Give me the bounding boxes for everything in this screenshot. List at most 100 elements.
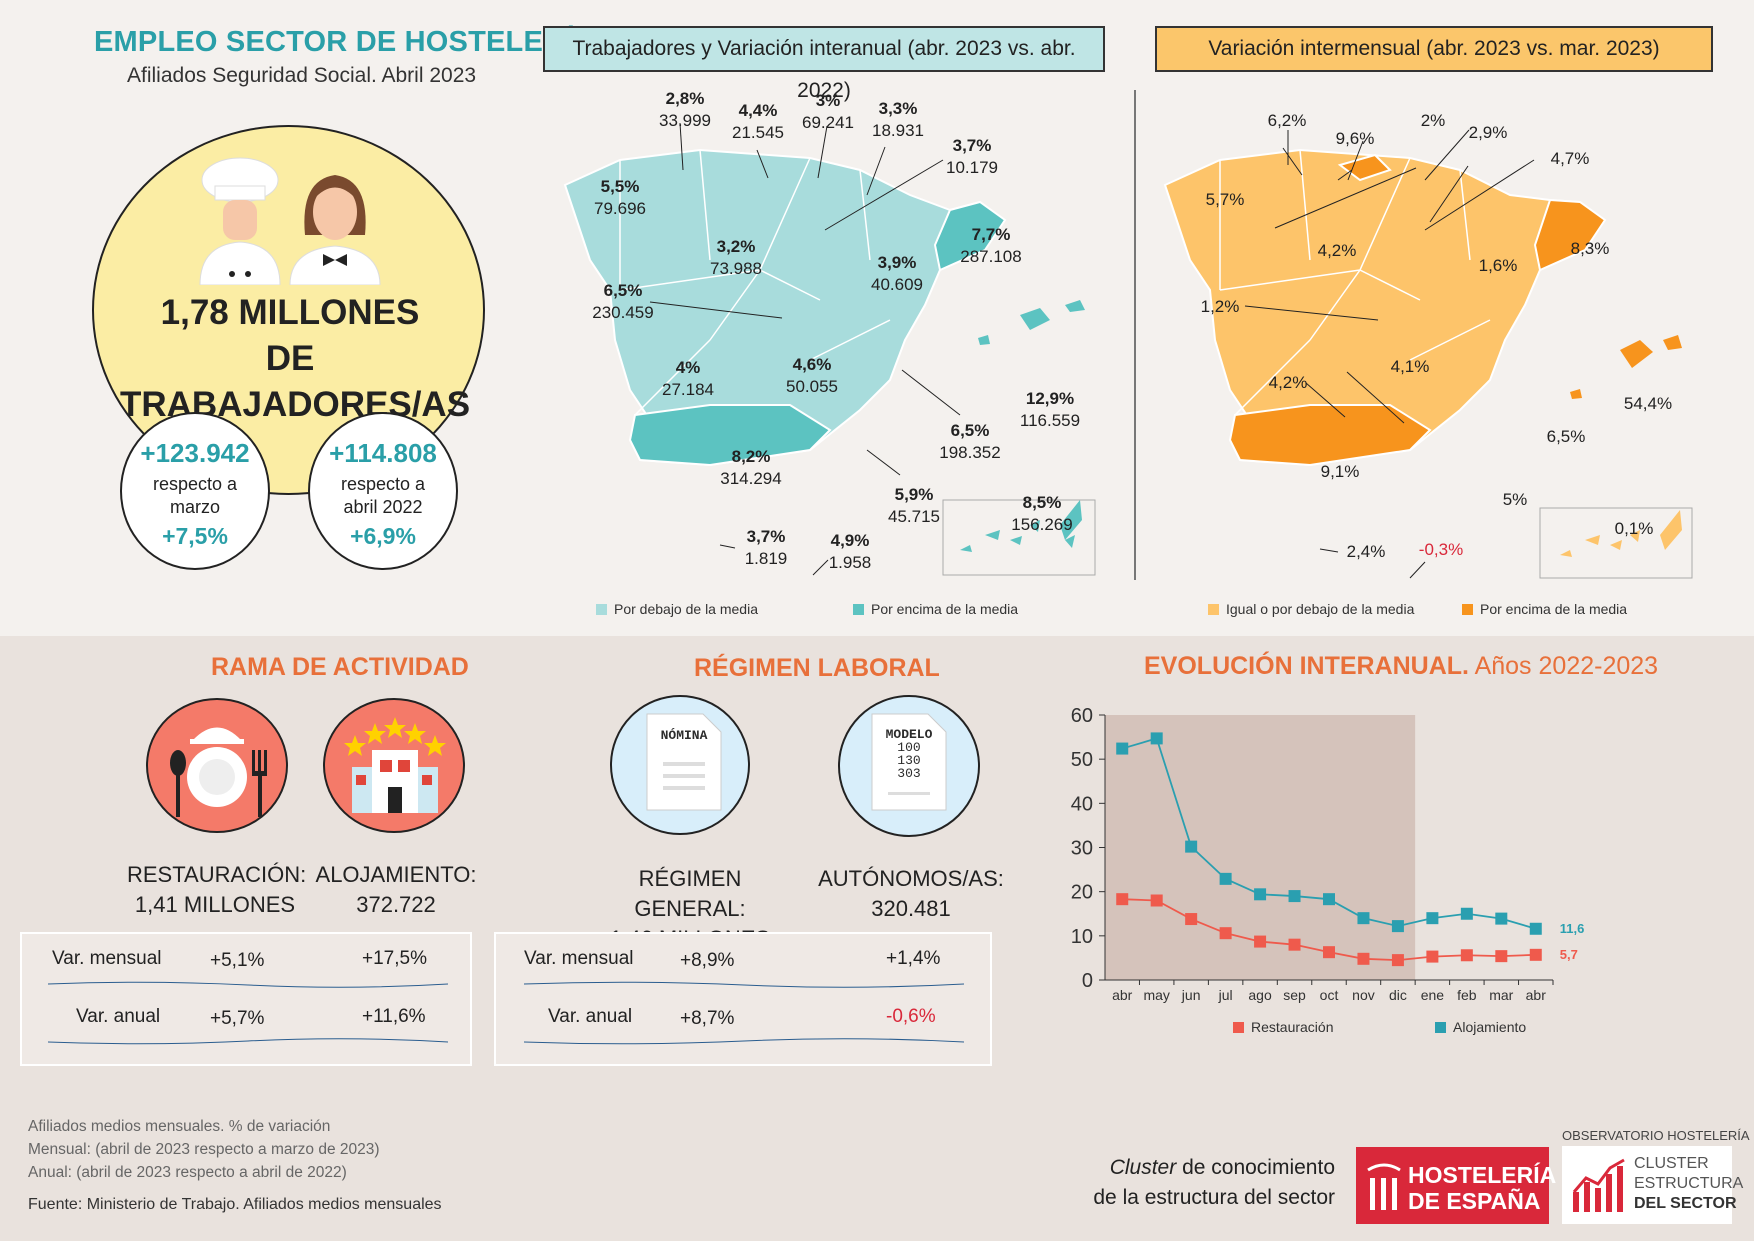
map-annual-label-9: 7,7% 287.108 — [960, 225, 1022, 266]
footer-notes: Afiliados medios mensuales. % de variaci… — [28, 1115, 380, 1184]
hosteleria-espana-logo[interactable] — [1356, 1147, 1549, 1224]
map-annual-label-7: 3,2% 73.988 — [710, 237, 762, 278]
payroll-document-icon — [646, 713, 722, 811]
rama-row1-aloj: +17,5% — [362, 948, 427, 969]
data-point — [1323, 893, 1335, 906]
bubble-april-pct: +6,9% — [350, 523, 416, 549]
plate-cutlery-icon — [170, 727, 267, 817]
map-monthly-label-13: 54,4% — [1623, 394, 1673, 413]
data-point — [1254, 935, 1267, 948]
aut-label: AUTÓNOMOS/AS: — [818, 866, 1004, 891]
y-tick-label: 20 — [1071, 882, 1093, 904]
map-annual-label-3: 3% 69.241 — [802, 91, 854, 132]
data-point — [1185, 840, 1198, 853]
evolucion-title: EVOLUCIÓN INTERANUAL. Años 2022-2023 — [1144, 652, 1658, 681]
x-tick-label: ene — [1421, 987, 1445, 1003]
map-annual-leaders — [649, 122, 961, 576]
data-point — [1185, 913, 1198, 926]
map-monthly-legend-above: Por encima de la media — [1462, 601, 1627, 617]
cluster-rest: de conocimiento — [1176, 1156, 1335, 1179]
hotel-icon — [344, 717, 446, 813]
data-point — [1288, 890, 1301, 903]
data-point — [1529, 922, 1542, 935]
regimen-row2-aut: -0,6% — [886, 1006, 936, 1027]
data-point — [1391, 920, 1404, 933]
regimen-row2-label: Var. anual — [548, 1006, 633, 1027]
bubble-april-line1: respecto a — [340, 474, 426, 494]
map-annual-label-17: 8,5% 156.269 — [1011, 493, 1073, 534]
rama-row2-rest: +5,7% — [210, 1008, 265, 1029]
modelo-303: 303 — [897, 766, 921, 781]
data-point — [1391, 954, 1404, 967]
map-annual-label-6: 5,5% 79.696 — [594, 177, 646, 218]
legend-swatch — [1233, 1021, 1244, 1033]
rama-row2-aloj: +11,6% — [362, 1006, 426, 1027]
regimen-row1-aut: +1,4% — [886, 948, 941, 969]
rama-row2-label: Var. anual — [76, 1006, 161, 1027]
bubble-march-pct: +7,5% — [162, 523, 228, 549]
cluster-logo[interactable] — [1562, 1146, 1732, 1224]
data-point — [1323, 946, 1335, 959]
workers-icon — [199, 157, 381, 285]
x-tick-label: may — [1143, 987, 1169, 1003]
data-point — [1116, 893, 1129, 906]
modelo-doc-text: MODELO 100 130 303 — [870, 728, 948, 780]
data-point — [1288, 938, 1301, 951]
data-point — [1219, 872, 1232, 885]
map-annual-label-5: 3,7% 10.179 — [946, 136, 998, 177]
note-2: Mensual: (abril de 2023 respecto a marzo… — [28, 1141, 380, 1158]
x-tick-label: jun — [1181, 987, 1201, 1003]
regimen-title: RÉGIMEN LABORAL — [694, 654, 940, 682]
regimen-row1-label: Var. mensual — [524, 948, 634, 969]
map-monthly-label-5: 4,7% — [1550, 149, 1590, 168]
y-tick-label: 40 — [1071, 793, 1093, 815]
data-point — [1460, 907, 1473, 920]
data-point — [1495, 950, 1508, 963]
map-annual-label-18: 3,7% 1.819 — [744, 527, 788, 568]
note-3: Anual: (abril de 2023 respecto a abril d… — [28, 1164, 347, 1181]
y-tick-label: 50 — [1071, 749, 1093, 771]
x-tick-label: mar — [1489, 987, 1513, 1003]
bubble-march-line1: respecto a — [152, 474, 238, 494]
y-tick-label: 10 — [1071, 926, 1093, 948]
regimen-table — [494, 932, 992, 1066]
page-subtitle: Afiliados Seguridad Social. Abril 2023 — [127, 64, 477, 87]
modelo-130: 130 — [897, 753, 921, 768]
modelo-100: 100 — [897, 740, 921, 755]
x-tick-label: dic — [1389, 987, 1407, 1003]
total-workers: 1,78 MILLONES DE TRABAJADORES/AS — [120, 290, 470, 428]
map-annual-label-16: 5,9% 45.715 — [888, 485, 940, 526]
bubble-vs-april: +114.808 respecto a abril 2022 +6,9% — [308, 412, 458, 570]
data-point — [1357, 952, 1370, 965]
map-monthly-label-6: 5,7% — [1205, 190, 1245, 209]
aloj-value: 372.722 — [356, 892, 436, 917]
total-line1: 1,78 MILLONES — [160, 293, 420, 332]
map-annual-label-19: 4,9% 1.958 — [828, 531, 872, 572]
bubble-march-value: +123.942 — [140, 438, 250, 468]
rama-title: RAMA DE ACTIVIDAD — [211, 653, 469, 681]
gen-label: RÉGIMEN GENERAL: — [634, 866, 746, 921]
page-title: EMPLEO SECTOR DE HOSTELERÍA — [94, 26, 594, 58]
data-point — [1219, 927, 1232, 940]
data-point — [1254, 888, 1267, 901]
map-monthly-label-12: 4,1% — [1390, 357, 1430, 376]
regimen-row1-gen: +8,9% — [680, 950, 735, 971]
footer-source: Fuente: Ministerio de Trabajo. Afiliados… — [28, 1196, 442, 1213]
x-tick-label: nov — [1352, 987, 1375, 1003]
hosteleria-logo-icon — [1367, 1163, 1401, 1210]
rest-label: RESTAURACIÓN: — [127, 862, 307, 887]
map-monthly-label-19: 0,1% — [1614, 519, 1654, 538]
map-monthly-label-11: 4,2% — [1268, 373, 1308, 392]
map-monthly-label-9: 8,3% — [1570, 239, 1610, 258]
map-monthly-label-17: 2,4% — [1346, 542, 1386, 561]
y-tick-label: 0 — [1082, 970, 1093, 992]
rama-row1-rest: +5,1% — [210, 950, 265, 971]
x-tick-label: abr — [1112, 987, 1133, 1003]
map-annual-label-8: 3,9% 40.609 — [871, 253, 923, 294]
map-monthly-label-7: 4,2% — [1317, 241, 1357, 260]
x-tick-label: jul — [1218, 987, 1233, 1003]
data-point — [1116, 742, 1129, 755]
x-tick-label: abr — [1526, 987, 1547, 1003]
map-monthly-label-18: -0,3% — [1418, 540, 1464, 559]
legend-swatch — [1435, 1021, 1446, 1033]
